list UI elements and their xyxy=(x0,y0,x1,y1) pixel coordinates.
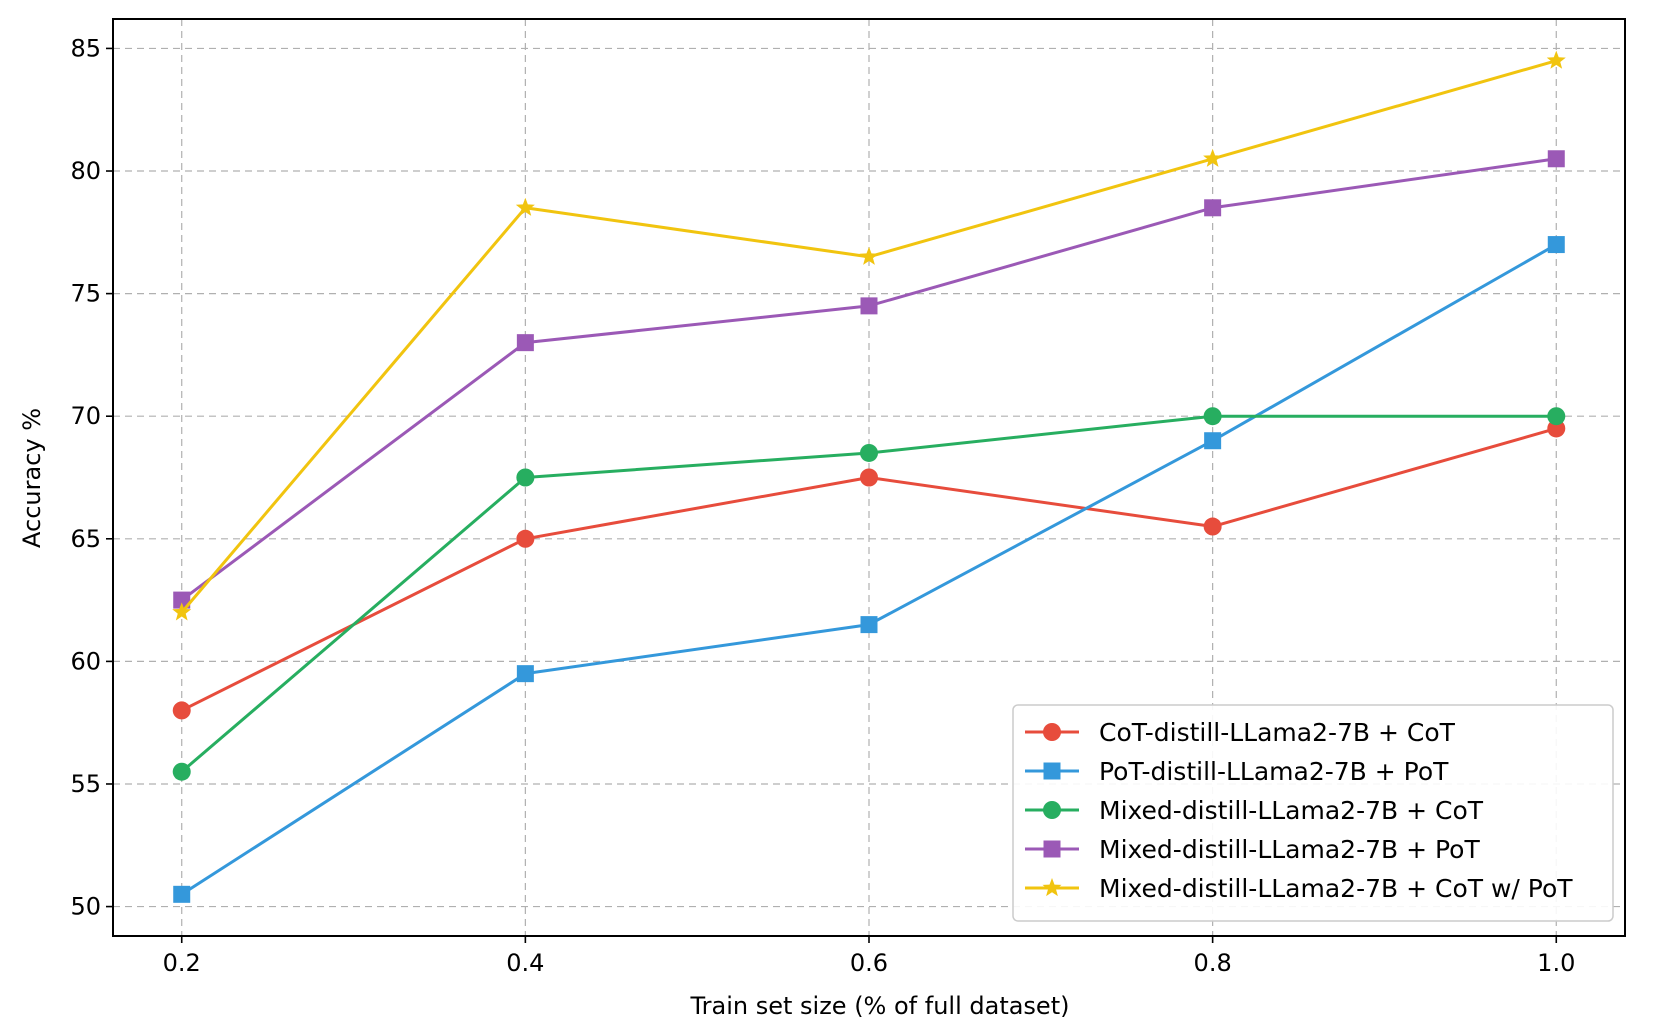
legend-marker xyxy=(1042,878,1062,897)
legend-label: Mixed-distill-LLama2-7B + PoT xyxy=(1099,835,1480,864)
y-tick-label: 70 xyxy=(70,402,101,430)
series-3 xyxy=(172,407,1566,781)
series-group xyxy=(172,50,1566,903)
data-point xyxy=(1204,199,1222,217)
axis-ticks: 50 55 60 65 70 75 80 85 0.2 0.4 0.6 0.8 1.0 xyxy=(70,34,1575,977)
data-point xyxy=(1204,432,1222,450)
y-tick-label: 55 xyxy=(70,770,101,798)
series-4 xyxy=(173,150,1565,609)
legend-marker xyxy=(1043,840,1061,858)
legend-entry: PoT-distill-LLama2-7B + PoT xyxy=(1025,757,1449,786)
legend-box xyxy=(1012,704,1614,922)
y-tick-label: 65 xyxy=(70,525,101,553)
data-point xyxy=(860,297,878,315)
series-5 xyxy=(172,50,1566,621)
series-1 xyxy=(172,419,1566,720)
legend-label: PoT-distill-LLama2-7B + PoT xyxy=(1099,757,1449,786)
data-point xyxy=(173,885,191,903)
x-tick-label: 0.4 xyxy=(506,949,544,977)
legend-marker xyxy=(1043,801,1061,819)
y-tick-label: 75 xyxy=(70,280,101,308)
legend-entry: Mixed-distill-LLama2-7B + PoT xyxy=(1025,835,1480,864)
data-point xyxy=(172,602,192,621)
data-point xyxy=(1546,50,1566,69)
y-axis-label: Accuracy % xyxy=(18,408,46,548)
legend-label: CoT-distill-LLama2-7B + CoT xyxy=(1099,718,1456,747)
data-point xyxy=(172,762,191,781)
x-tick-label: 0.6 xyxy=(850,949,888,977)
legend-entry: Mixed-distill-LLama2-7B + CoT xyxy=(1025,796,1484,825)
data-point xyxy=(173,591,191,609)
data-point xyxy=(1203,148,1223,167)
legend-label: Mixed-distill-LLama2-7B + CoT w/ PoT xyxy=(1099,874,1573,903)
legend-marker xyxy=(1043,723,1061,741)
legend-marker xyxy=(1043,762,1061,780)
x-tick-label: 0.2 xyxy=(163,949,201,977)
legend-entry: CoT-distill-LLama2-7B + CoT xyxy=(1025,718,1456,747)
data-point xyxy=(860,443,878,462)
x-tick-label: 1.0 xyxy=(1537,949,1575,977)
data-point xyxy=(1547,407,1566,426)
data-point xyxy=(515,197,535,216)
data-point xyxy=(860,468,878,487)
data-point xyxy=(859,246,879,265)
series-2 xyxy=(173,236,1565,903)
data-point xyxy=(860,616,878,634)
legend-label: Mixed-distill-LLama2-7B + CoT xyxy=(1099,796,1484,825)
data-point xyxy=(516,529,535,548)
data-point xyxy=(1547,236,1565,254)
data-point xyxy=(516,468,535,487)
legend: CoT-distill-LLama2-7B + CoT PoT-distill-L… xyxy=(1012,704,1614,922)
data-point xyxy=(1547,150,1565,168)
y-tick-label: 80 xyxy=(70,157,101,185)
x-tick-label: 0.8 xyxy=(1194,949,1232,977)
legend-entry: Mixed-distill-LLama2-7B + CoT w/ PoT xyxy=(1025,874,1573,903)
data-point xyxy=(516,665,534,683)
x-axis-label: Train set size (% of full dataset) xyxy=(690,992,1070,1020)
y-tick-label: 60 xyxy=(70,647,101,675)
y-tick-label: 85 xyxy=(70,34,101,62)
y-tick-label: 50 xyxy=(70,893,101,921)
data-point xyxy=(172,701,191,720)
data-point xyxy=(1203,407,1222,426)
data-point xyxy=(516,334,534,352)
data-point xyxy=(1203,517,1222,536)
